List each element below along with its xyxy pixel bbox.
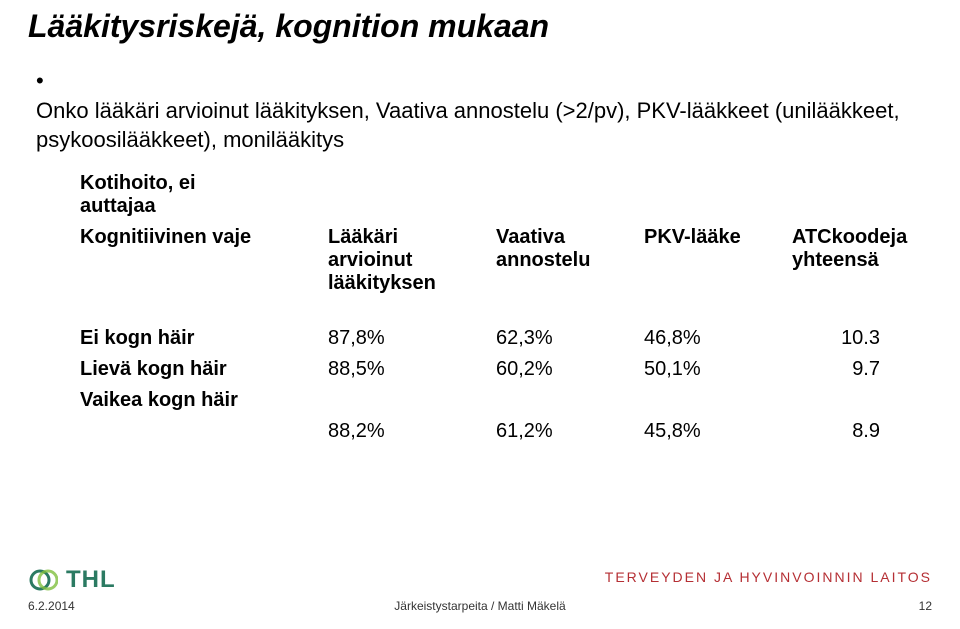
cell: 60,2% [490, 354, 638, 385]
row-label: Lievä kogn häir [74, 354, 322, 385]
header-cell: Kognitiivinen vaje [74, 222, 322, 299]
cell [490, 385, 638, 416]
row-label [74, 416, 322, 447]
cell: 46,8% [638, 323, 786, 354]
header-cell: Vaativa annostelu [490, 222, 638, 299]
slide: Lääkitysriskejä, kognition mukaan • Onko… [0, 0, 960, 629]
table-row: 88,2% 61,2% 45,8% 8.9 [74, 416, 886, 447]
table-preheader-row: Kotihoito, ei auttajaa [74, 168, 886, 222]
pre-header-cell: Kotihoito, ei auttajaa [74, 168, 322, 222]
table-row: Vaikea kogn häir [74, 385, 886, 416]
bullet-dot: • [36, 66, 54, 96]
page-number: 12 [919, 599, 932, 613]
cell: 61,2% [490, 416, 638, 447]
cell [638, 385, 786, 416]
cell: 87,8% [322, 323, 490, 354]
cell: 50,1% [638, 354, 786, 385]
data-table: Kotihoito, ei auttajaa Kognitiivinen vaj… [74, 168, 886, 447]
header-cell: ATCkoodeja yhteensä [786, 222, 886, 299]
cell: 45,8% [638, 416, 786, 447]
thl-icon [28, 565, 58, 595]
cell: 62,3% [490, 323, 638, 354]
footer-center: Järkeistystarpeita / Matti Mäkelä [0, 599, 960, 613]
pre-header-line: auttajaa [80, 195, 156, 217]
cell [322, 385, 490, 416]
pre-header-line: Kotihoito, ei [80, 172, 196, 194]
brand-logo: THL [28, 565, 116, 595]
row-label: Ei kogn häir [74, 323, 322, 354]
table-row: Lievä kogn häir 88,5% 60,2% 50,1% 9.7 [74, 354, 886, 385]
slide-title: Lääkitysriskejä, kognition mukaan [28, 8, 549, 45]
cell [786, 385, 886, 416]
header-cell: PKV-lääke [638, 222, 786, 299]
brand-text: THL [66, 566, 116, 594]
table-header-row: Kognitiivinen vaje Lääkäri arvioinut lää… [74, 222, 886, 299]
row-label: Vaikea kogn häir [74, 385, 322, 416]
cell: 88,2% [322, 416, 490, 447]
org-name: TERVEYDEN JA HYVINVOINNIN LAITOS [605, 569, 932, 585]
spacer-row [74, 299, 886, 323]
cell: 9.7 [786, 354, 886, 385]
cell: 8.9 [786, 416, 886, 447]
table-row: Ei kogn häir 87,8% 62,3% 46,8% 10.3 [74, 323, 886, 354]
empty-header [786, 168, 886, 222]
cell: 88,5% [322, 354, 490, 385]
empty-header [638, 168, 786, 222]
bullet-text: Onko lääkäri arvioinut lääkityksen, Vaat… [36, 96, 906, 155]
empty-header [322, 168, 490, 222]
header-cell: Lääkäri arvioinut lääkityksen [322, 222, 490, 299]
cell: 10.3 [786, 323, 886, 354]
bullet-item: • Onko lääkäri arvioinut lääkityksen, Va… [36, 66, 924, 155]
empty-header [490, 168, 638, 222]
footer: THL TERVEYDEN JA HYVINVOINNIN LAITOS 6.2… [0, 559, 960, 619]
